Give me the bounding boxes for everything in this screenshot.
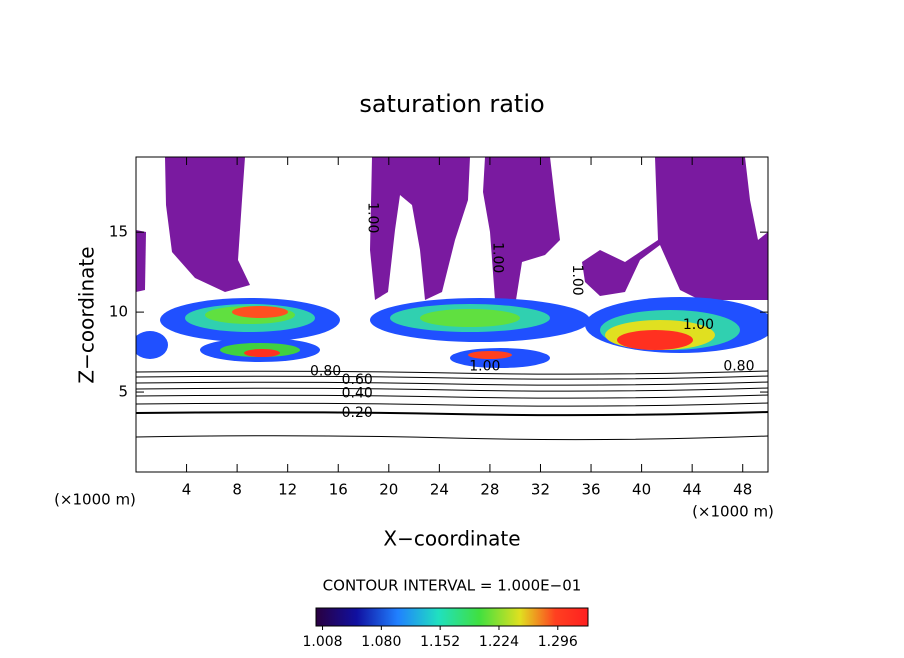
x-tick-label: 16 xyxy=(329,481,348,499)
x-tick-label: 4 xyxy=(182,481,192,499)
contour-label: 0.80 xyxy=(723,358,754,374)
contour-label: 1.00 xyxy=(364,202,380,233)
colorbar-tick-label: 1.296 xyxy=(538,634,578,650)
contour-label: 0.20 xyxy=(342,405,373,421)
x-tick-label: 20 xyxy=(379,481,398,499)
x-tick-label: 36 xyxy=(581,481,600,499)
x-tick-label: 8 xyxy=(232,481,242,499)
y-tick-label: 10 xyxy=(109,303,128,321)
purple-regions xyxy=(136,157,768,300)
x-tick-label: 40 xyxy=(632,481,651,499)
y-tick-label: 5 xyxy=(118,383,128,401)
contour-label: 0.80 xyxy=(310,363,341,379)
contour-label: 0.40 xyxy=(342,386,373,402)
x-axis-label: X−coordinate xyxy=(383,527,520,551)
plot-frame xyxy=(135,156,769,473)
contour-interval: CONTOUR INTERVAL = 1.000E−01 xyxy=(323,577,582,595)
contour-label: 1.00 xyxy=(683,317,714,333)
field xyxy=(136,157,768,441)
contour-label: 1.00 xyxy=(569,265,585,296)
colorbar-tick-label: 1.008 xyxy=(302,634,342,650)
y-axis-label: Z−coordinate xyxy=(75,246,99,383)
colorbar-tick-label: 1.224 xyxy=(479,634,519,650)
y-unit: (×1000 m) xyxy=(54,491,136,509)
x-tick-label: 48 xyxy=(733,481,752,499)
contour-label: 0.60 xyxy=(342,372,373,388)
colorbar-tick-label: 1.152 xyxy=(420,634,460,650)
x-tick-label: 24 xyxy=(430,481,449,499)
chart-title: saturation ratio xyxy=(359,90,544,118)
rainbow-band xyxy=(136,297,768,368)
contour-label: 1.00 xyxy=(469,358,500,374)
contour-label: 1.00 xyxy=(490,242,506,273)
x-tick-label: 12 xyxy=(278,481,297,499)
contour-lines xyxy=(136,370,768,441)
colorbar xyxy=(315,607,589,627)
x-unit: (×1000 m) xyxy=(692,503,774,521)
x-tick-label: 44 xyxy=(683,481,702,499)
y-tick-label: 15 xyxy=(109,223,128,241)
x-tick-label: 28 xyxy=(480,481,499,499)
colorbar-tick-label: 1.080 xyxy=(361,634,401,650)
x-tick-label: 32 xyxy=(531,481,550,499)
